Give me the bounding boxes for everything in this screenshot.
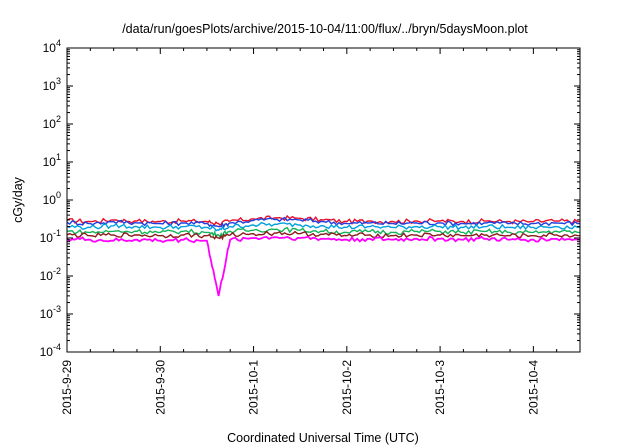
x-axis-label: Coordinated Universal Time (UTC): [227, 431, 419, 445]
y-tick-label-base: 10: [40, 269, 54, 283]
x-tick-label: 2015-10-3: [433, 360, 447, 415]
y-tick-label-exponent: 4: [56, 38, 61, 48]
series-line-5: [66, 230, 581, 241]
series-line-4: [66, 226, 581, 239]
x-axis: 2015-9-29 2015-9-30 2015-10-1 2015-10-2 2015…: [60, 48, 581, 415]
y-tick-label-base: 10: [43, 41, 57, 55]
y-tick-label: 104: [43, 38, 61, 55]
y-tick-label-base: 10: [43, 79, 57, 93]
y-tick-label-base: 10: [43, 117, 57, 131]
x-tick-label: 2015-9-29: [60, 360, 74, 415]
y-tick-label-base: 10: [40, 307, 54, 321]
y-tick-label-exponent: -4: [53, 342, 61, 352]
series-line-6: [66, 235, 581, 297]
y-tick-label: 100: [43, 190, 61, 207]
y-tick-label: 102: [43, 114, 61, 131]
y-tick-label: 103: [43, 76, 61, 93]
chart-title: /data/run/goesPlots/archive/2015-10-04/1…: [122, 22, 528, 36]
y-tick-label: 10-2: [40, 266, 61, 283]
x-tick-label: 2015-10-4: [526, 360, 540, 415]
x-tick-label: 2015-10-2: [340, 360, 354, 415]
y-tick-label: 10-3: [40, 304, 61, 321]
y-tick-label: 10-4: [40, 342, 61, 359]
y-tick-label-base: 10: [40, 345, 54, 359]
x-tick-label: 2015-9-30: [153, 360, 167, 415]
y-tick-label: 101: [43, 152, 61, 169]
series-line-3: [66, 221, 581, 232]
y-tick-label-exponent: -3: [53, 304, 61, 314]
series-line-2: [66, 216, 581, 229]
series-line-1: [66, 214, 581, 227]
y-axis-label: cGy/day: [11, 176, 25, 223]
y-tick-label-exponent: 3: [56, 76, 61, 86]
plot-frame: [66, 47, 581, 353]
y-tick-label-exponent: 0: [56, 190, 61, 200]
y-tick-label-exponent: -2: [53, 266, 61, 276]
y-tick-label: 10-1: [40, 228, 61, 245]
x-tick-label: 2015-10-1: [247, 360, 261, 415]
y-tick-label-base: 10: [40, 231, 54, 245]
y-tick-label-exponent: -1: [53, 228, 61, 238]
series-layer: [66, 214, 581, 297]
y-tick-label-exponent: 1: [56, 152, 61, 162]
y-tick-label-base: 10: [43, 155, 57, 169]
y-tick-label-base: 10: [43, 193, 57, 207]
y-tick-label-exponent: 2: [56, 114, 61, 124]
